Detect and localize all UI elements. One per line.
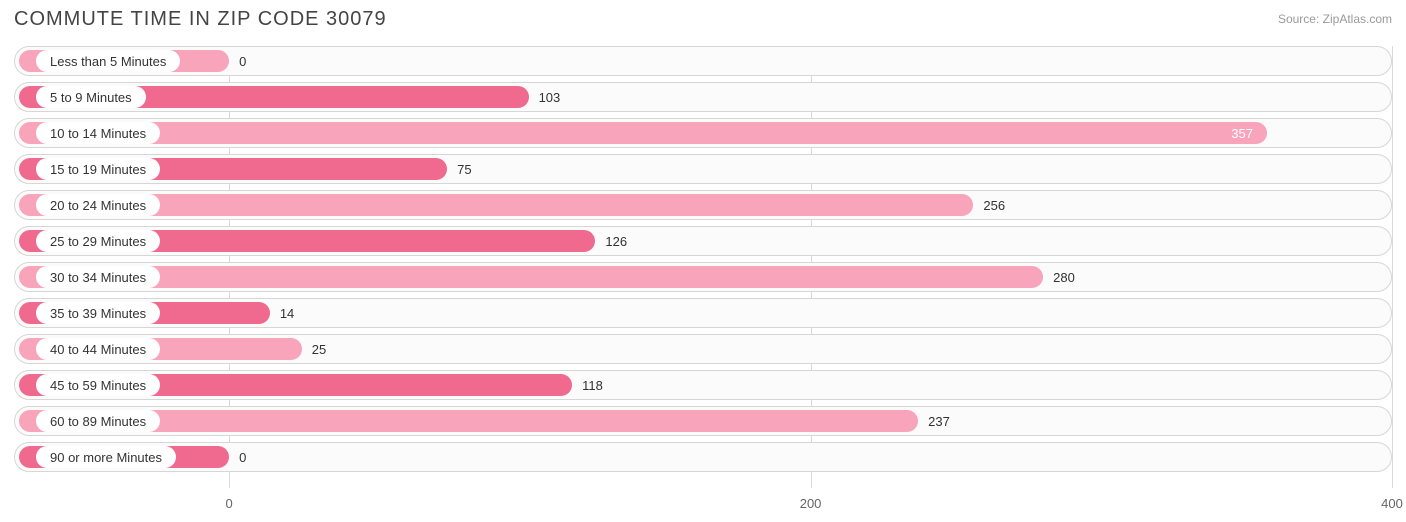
bar-value-label: 14 [270,298,294,328]
x-axis-labels: 0200400 [14,496,1392,514]
bar-category-label: 30 to 34 Minutes [36,266,160,288]
bar-value-label: 25 [302,334,326,364]
bar-row: 30 to 34 Minutes 280 [14,262,1392,292]
bar [19,194,973,216]
bar-category-label: Less than 5 Minutes [36,50,180,72]
bar-row: 15 to 19 Minutes 75 [14,154,1392,184]
bar-category-label: 45 to 59 Minutes [36,374,160,396]
commute-time-chart: COMMUTE TIME IN ZIP CODE 30079 Source: Z… [0,0,1406,522]
bar-category-label: 60 to 89 Minutes [36,410,160,432]
bar-row: 40 to 44 Minutes 25 [14,334,1392,364]
bar-value-label: 75 [447,154,471,184]
bar-row: 90 or more Minutes 0 [14,442,1392,472]
bar-value-label: 103 [529,82,561,112]
bar-row: 25 to 29 Minutes 126 [14,226,1392,256]
bar-category-label: 5 to 9 Minutes [36,86,146,108]
bar-row: 5 to 9 Minutes 103 [14,82,1392,112]
bar-value-label: 118 [572,370,603,400]
bar-value-label: 256 [973,190,1005,220]
bar-value-label: 237 [918,406,950,436]
bar-value-label: 0 [229,442,246,472]
bar-value-label: 357 [19,118,1267,148]
bar-row: 20 to 24 Minutes 256 [14,190,1392,220]
bar-row: 10 to 14 Minutes357 [14,118,1392,148]
plot-area: Less than 5 Minutes 0 5 to 9 Minutes 103 10 … [14,46,1392,488]
bar-category-label: 35 to 39 Minutes [36,302,160,324]
bar-category-label: 90 or more Minutes [36,446,176,468]
bar-row: Less than 5 Minutes 0 [14,46,1392,76]
bar-category-label: 15 to 19 Minutes [36,158,160,180]
bar-row: 60 to 89 Minutes 237 [14,406,1392,436]
bar-category-label: 25 to 29 Minutes [36,230,160,252]
bar-row: 45 to 59 Minutes 118 [14,370,1392,400]
bar-value-label: 126 [595,226,627,256]
bar-category-label: 20 to 24 Minutes [36,194,160,216]
bar-category-label: 40 to 44 Minutes [36,338,160,360]
x-axis-tick-label: 0 [226,496,233,511]
bar-row: 35 to 39 Minutes 14 [14,298,1392,328]
x-axis-tick-label: 200 [800,496,822,511]
bar-value-label: 0 [229,46,246,76]
bar [19,266,1043,288]
x-axis-tick-label: 400 [1381,496,1403,511]
bar-value-label: 280 [1043,262,1075,292]
gridline [1392,46,1393,488]
chart-title: COMMUTE TIME IN ZIP CODE 30079 [14,8,387,31]
chart-source: Source: ZipAtlas.com [1278,12,1392,26]
